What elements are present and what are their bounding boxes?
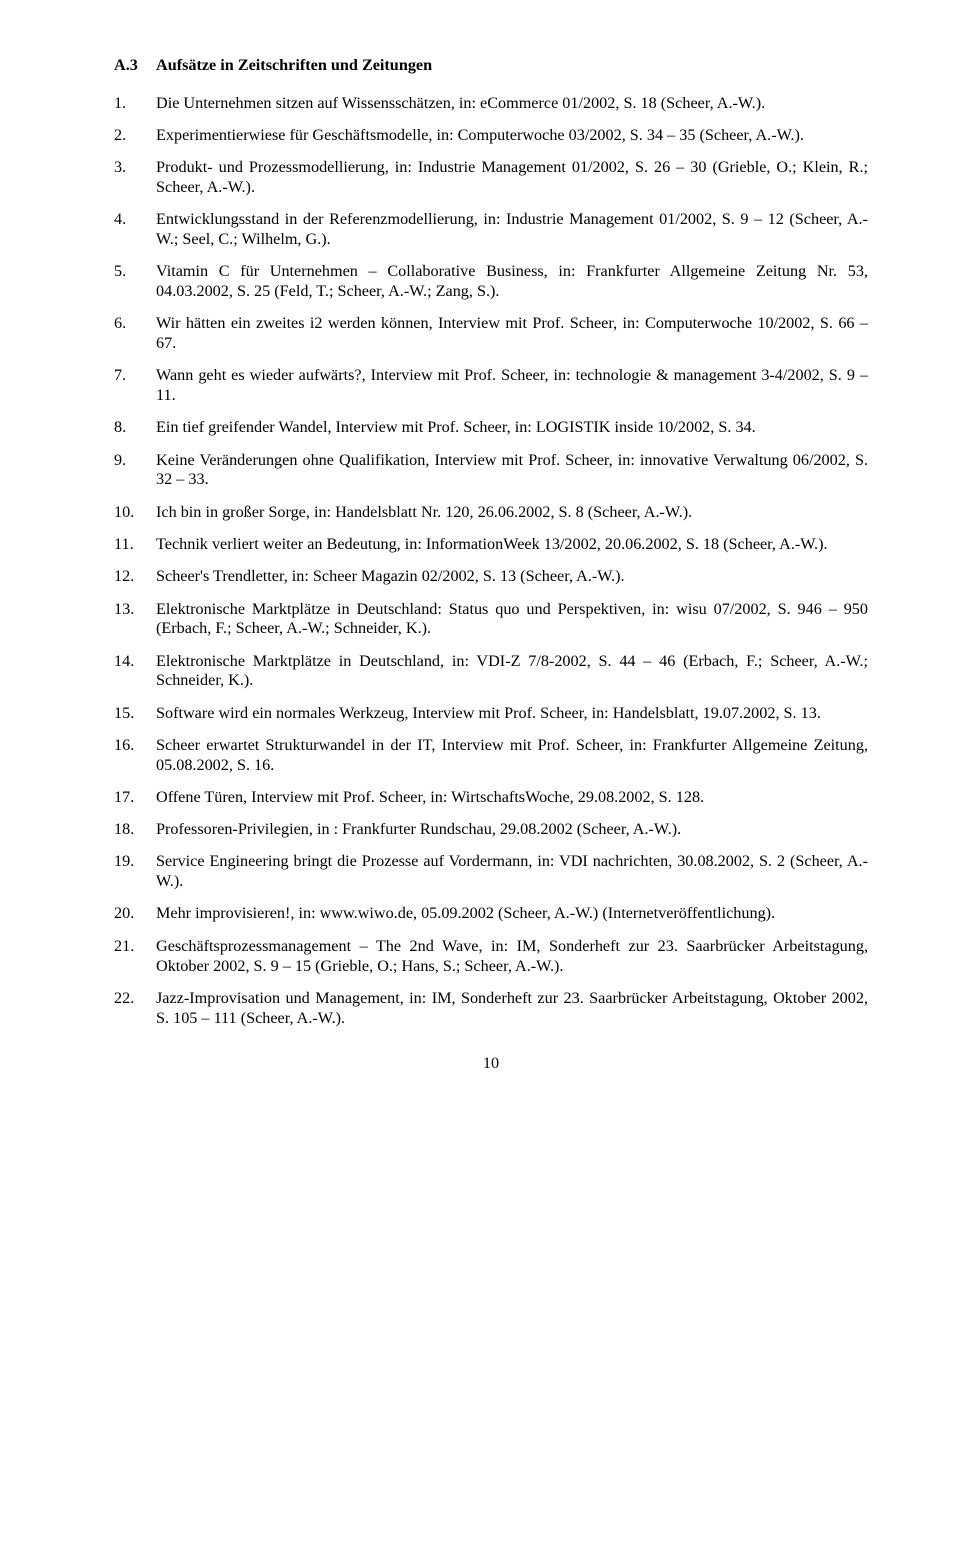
list-item: 4.Entwicklungsstand in der Referenzmodel… [114,210,868,250]
page-number: 10 [114,1054,868,1074]
item-number: 9. [114,451,156,491]
list-item: 17.Offene Türen, Interview mit Prof. Sch… [114,788,868,808]
item-text: Mehr improvisieren!, in: www.wiwo.de, 05… [156,904,868,924]
list-item: 14.Elektronische Marktplätze in Deutschl… [114,652,868,692]
item-number: 2. [114,126,156,146]
item-text: Professoren-Privilegien, in : Frankfurte… [156,820,868,840]
item-text: Offene Türen, Interview mit Prof. Scheer… [156,788,868,808]
item-number: 15. [114,704,156,724]
item-number: 16. [114,736,156,776]
item-text: Ich bin in großer Sorge, in: Handelsblat… [156,503,868,523]
list-item: 15.Software wird ein normales Werkzeug, … [114,704,868,724]
item-text: Die Unternehmen sitzen auf Wissensschätz… [156,94,868,114]
item-number: 22. [114,989,156,1029]
item-text: Ein tief greifender Wandel, Interview mi… [156,418,868,438]
list-item: 9.Keine Veränderungen ohne Qualifikation… [114,451,868,491]
item-number: 4. [114,210,156,250]
list-item: 21.Geschäftsprozessmanagement – The 2nd … [114,937,868,977]
item-text: Wir hätten ein zweites i2 werden können,… [156,314,868,354]
list-item: 12.Scheer's Trendletter, in: Scheer Maga… [114,567,868,587]
item-number: 10. [114,503,156,523]
item-text: Geschäftsprozessmanagement – The 2nd Wav… [156,937,868,977]
item-text: Service Engineering bringt die Prozesse … [156,852,868,892]
item-number: 5. [114,262,156,302]
document-page: A.3 Aufsätze in Zeitschriften und Zeitun… [0,0,960,1106]
list-item: 19.Service Engineering bringt die Prozes… [114,852,868,892]
list-item: 11.Technik verliert weiter an Bedeutung,… [114,535,868,555]
item-text: Vitamin C für Unternehmen – Collaborativ… [156,262,868,302]
list-item: 1.Die Unternehmen sitzen auf Wissensschä… [114,94,868,114]
bibliography-list: 1.Die Unternehmen sitzen auf Wissensschä… [114,94,868,1029]
list-item: 13.Elektronische Marktplätze in Deutschl… [114,600,868,640]
list-item: 10.Ich bin in großer Sorge, in: Handelsb… [114,503,868,523]
item-number: 19. [114,852,156,892]
list-item: 2.Experimentierwiese für Geschäftsmodell… [114,126,868,146]
list-item: 18.Professoren-Privilegien, in : Frankfu… [114,820,868,840]
item-number: 18. [114,820,156,840]
item-number: 8. [114,418,156,438]
item-number: 6. [114,314,156,354]
list-item: 5.Vitamin C für Unternehmen – Collaborat… [114,262,868,302]
item-number: 7. [114,366,156,406]
list-item: 3.Produkt- und Prozessmodellierung, in: … [114,158,868,198]
list-item: 7.Wann geht es wieder aufwärts?, Intervi… [114,366,868,406]
item-number: 12. [114,567,156,587]
list-item: 6.Wir hätten ein zweites i2 werden könne… [114,314,868,354]
list-item: 16.Scheer erwartet Strukturwandel in der… [114,736,868,776]
item-text: Software wird ein normales Werkzeug, Int… [156,704,868,724]
item-text: Elektronische Marktplätze in Deutschland… [156,600,868,640]
item-text: Keine Veränderungen ohne Qualifikation, … [156,451,868,491]
item-text: Scheer erwartet Strukturwandel in der IT… [156,736,868,776]
item-text: Produkt- und Prozessmodellierung, in: In… [156,158,868,198]
item-text: Entwicklungsstand in der Referenzmodelli… [156,210,868,250]
item-number: 1. [114,94,156,114]
item-text: Wann geht es wieder aufwärts?, Interview… [156,366,868,406]
list-item: 20.Mehr improvisieren!, in: www.wiwo.de,… [114,904,868,924]
list-item: 8.Ein tief greifender Wandel, Interview … [114,418,868,438]
section-number: A.3 [114,56,156,76]
section-title-text: Aufsätze in Zeitschriften und Zeitungen [156,56,432,76]
item-number: 13. [114,600,156,640]
item-number: 11. [114,535,156,555]
item-text: Scheer's Trendletter, in: Scheer Magazin… [156,567,868,587]
item-number: 21. [114,937,156,977]
item-text: Technik verliert weiter an Bedeutung, in… [156,535,868,555]
list-item: 22.Jazz-Improvisation und Management, in… [114,989,868,1029]
item-text: Jazz-Improvisation und Management, in: I… [156,989,868,1029]
item-text: Experimentierwiese für Geschäftsmodelle,… [156,126,868,146]
item-number: 14. [114,652,156,692]
item-number: 17. [114,788,156,808]
item-text: Elektronische Marktplätze in Deutschland… [156,652,868,692]
item-number: 20. [114,904,156,924]
section-heading: A.3 Aufsätze in Zeitschriften und Zeitun… [114,56,868,76]
item-number: 3. [114,158,156,198]
